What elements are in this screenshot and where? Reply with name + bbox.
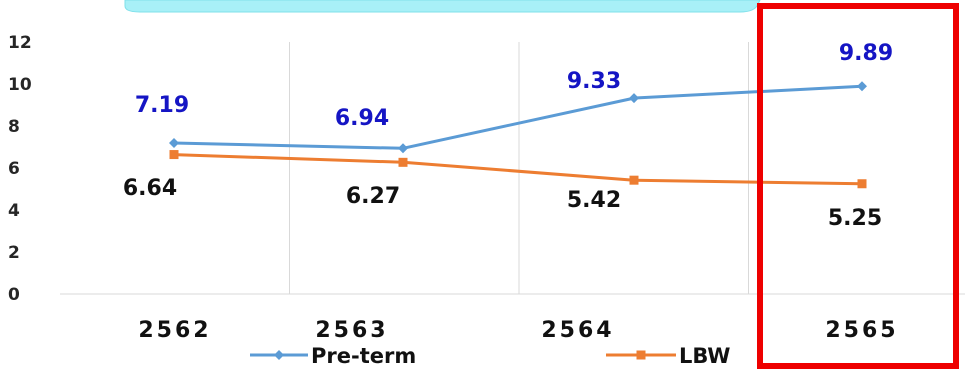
y-axis-ticks: 0 2 4 6 8 10 12: [8, 33, 32, 305]
data-label-pre-term: 7.19: [135, 93, 189, 118]
marker-lbw: [398, 157, 408, 167]
data-label-lbw: 5.42: [567, 188, 621, 213]
x-category-label-2562: 2562: [138, 318, 211, 343]
data-label-lbw: 5.25: [828, 206, 882, 231]
data-label-pre-term: 9.89: [839, 41, 893, 66]
x-category-label-2563: 2563: [315, 318, 388, 343]
marker-lbw: [857, 179, 867, 189]
data-label-lbw: 6.64: [123, 176, 177, 201]
highlight-box-2565: [757, 3, 959, 369]
data-label-pre-term: 9.33: [567, 69, 621, 94]
legend-marker-pre-term: [274, 350, 284, 360]
x-axis-categories: 2562 2563 2564 2565: [138, 318, 898, 343]
legend-marker-lbw: [636, 350, 646, 360]
legend: Pre-term LBW: [250, 344, 730, 368]
top-banner: [124, 0, 761, 13]
y-tick-label: 0: [8, 285, 20, 305]
marker-pre-term: [169, 138, 179, 149]
series-line-lbw: [173, 153, 863, 186]
marker-lbw: [169, 150, 179, 160]
y-tick-label: 6: [8, 159, 20, 179]
data-label-pre-term: 6.94: [335, 106, 389, 131]
x-category-label-2565: 2565: [825, 318, 898, 343]
y-tick-label: 12: [8, 33, 32, 53]
y-tick-label: 2: [8, 243, 20, 263]
y-tick-label: 10: [8, 75, 32, 95]
marker-pre-term: [857, 81, 867, 92]
y-tick-label: 4: [8, 201, 20, 221]
data-label-lbw: 6.27: [346, 184, 400, 209]
marker-pre-term: [629, 93, 639, 104]
series-lines: [169, 81, 867, 189]
x-category-label-2564: 2564: [541, 318, 614, 343]
y-tick-label: 8: [8, 117, 20, 137]
legend-label-lbw: LBW: [679, 344, 730, 368]
marker-lbw: [629, 175, 639, 185]
grid-lines: [60, 42, 965, 295]
data-labels: 7.19 6.94 9.33 9.89 6.64 6.27 5.42 5.25: [123, 41, 893, 231]
series-line-pre-term: [173, 84, 863, 150]
legend-label-pre-term: Pre-term: [311, 344, 416, 368]
marker-pre-term: [398, 143, 408, 154]
